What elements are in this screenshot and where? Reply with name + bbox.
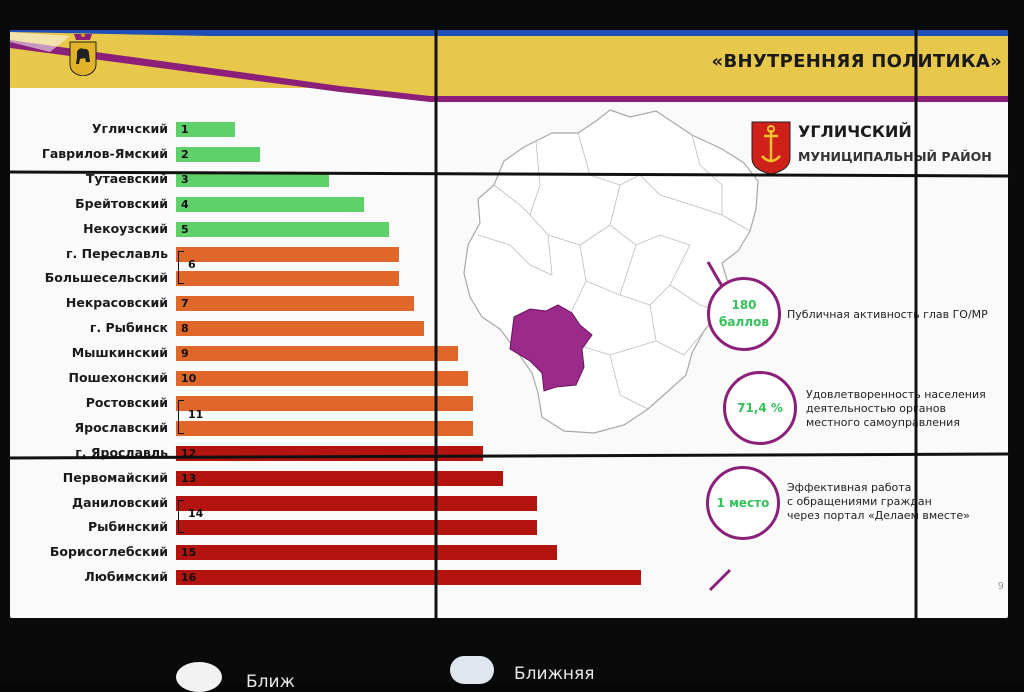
ranking-bar <box>176 321 424 337</box>
group-brace <box>178 250 184 285</box>
rank-label: 12 <box>181 446 197 460</box>
ranking-bar <box>176 296 414 312</box>
group-brace <box>178 399 184 434</box>
district-label: Любимский <box>84 569 168 585</box>
ranking-bar <box>176 545 557 561</box>
bottom-caption-right: Ближняя <box>514 664 595 684</box>
kpi-appeals-value: 1 место <box>716 495 770 510</box>
kpi-circle-satisfaction: 71,4 % <box>723 371 797 445</box>
kpi-satisfaction-line: Удовлетворенность населения <box>806 388 986 401</box>
group-rank-label: 6 <box>188 258 196 272</box>
ranking-bar <box>176 395 473 411</box>
bottom-logo-right <box>450 656 494 684</box>
uglich-coat-of-arms-icon <box>751 121 791 174</box>
ranking-bar <box>176 171 329 187</box>
district-label: Гаврилов-Ямский <box>41 145 168 161</box>
kpi-appeals-line: с обращениями граждан <box>787 495 932 508</box>
district-name: УГЛИЧСКИЙ <box>798 122 912 141</box>
kpi-activity-description: Публичная активность глав ГО/МР <box>787 308 988 322</box>
ranking-bar <box>176 221 389 237</box>
page-number: 9 <box>997 581 1004 592</box>
ranking-bar <box>176 122 235 137</box>
kpi-activity-line: Публичная активность глав ГО/МР <box>787 308 988 321</box>
group-brace <box>178 499 184 534</box>
district-label: Борисоглебский <box>49 544 168 560</box>
kpi-satisfaction-line: местного самоуправления <box>806 416 960 429</box>
ranking-bar <box>176 346 458 362</box>
group-rank-label: 14 <box>188 507 204 521</box>
district-label: Рыбинский <box>88 519 168 535</box>
district-subtitle: МУНИЦИПАЛЬНЫЙ РАЙОН <box>798 149 992 164</box>
ranking-bar <box>176 271 399 287</box>
ranking-bar <box>176 495 537 511</box>
bottom-caption-left: Ближ <box>246 672 295 692</box>
ranking-bar <box>176 146 260 162</box>
district-label: г. Рыбинск <box>89 320 168 336</box>
district-label: Пошехонский <box>68 370 169 385</box>
district-label: Первомайский <box>62 469 168 485</box>
ranking-bar <box>176 445 483 461</box>
ranking-bar <box>176 520 537 536</box>
rank-label: 1 <box>181 123 189 136</box>
district-label: Тутаевский <box>85 170 168 186</box>
header-stripe <box>10 30 1008 102</box>
kpi-activity-unit: баллов <box>719 315 769 329</box>
group-rank-label: 11 <box>188 407 204 421</box>
region-map <box>463 109 759 434</box>
district-label: Большесельский <box>44 270 168 286</box>
district-label: Некоузский <box>83 220 168 236</box>
ranking-bar <box>176 196 364 212</box>
rank-label: 9 <box>181 347 189 361</box>
rank-label: 7 <box>181 297 189 311</box>
rank-label: 5 <box>181 222 189 236</box>
kpi-appeals-line: через портал «Делаем вместе» <box>787 509 970 522</box>
district-label: Угличский <box>91 121 168 136</box>
presentation-slide: «ВНУТРЕННЯЯ ПОЛИТИКА» Угличский 1 Гаврилов… <box>10 30 1008 618</box>
kpi-circle-activity: 180 баллов <box>707 277 781 351</box>
ranking-bar <box>176 570 641 586</box>
kpi-satisfaction-line: деятельностью органов <box>806 402 946 415</box>
district-label: Мышкинский <box>71 345 168 361</box>
rank-label: 3 <box>181 172 189 186</box>
district-label: Даниловский <box>71 494 168 510</box>
bottom-logo-left <box>176 662 222 692</box>
kpi-appeals-line: Эффективная работа <box>787 481 912 494</box>
ranking-bar <box>176 371 468 386</box>
kpi-appeals-description: Эффективная работа с обращениями граждан… <box>787 481 970 523</box>
district-label: г. Ярославль <box>75 444 168 460</box>
district-label: Брейтовский <box>75 195 168 211</box>
uglich-district-highlight <box>509 304 593 392</box>
ranking-bar <box>176 246 399 262</box>
district-label: Ярославский <box>74 419 168 435</box>
kpi-satisfaction-value: 71,4 % <box>737 400 783 415</box>
kpi-activity-value: 180 <box>731 298 757 312</box>
rank-label: 15 <box>181 546 197 560</box>
yaroslavl-coat-of-arms-icon <box>69 33 97 76</box>
district-label: Ростовский <box>85 394 168 410</box>
district-label: Некрасовский <box>65 295 168 311</box>
rank-label: 8 <box>181 322 189 336</box>
rank-label: 10 <box>181 372 197 385</box>
ranking-bar <box>176 470 503 486</box>
rank-label: 13 <box>181 471 197 485</box>
kpi-circle-appeals: 1 место <box>706 466 780 540</box>
rank-label: 16 <box>181 571 197 585</box>
slide-title: «ВНУТРЕННЯЯ ПОЛИТИКА» <box>711 51 1002 72</box>
rank-label: 4 <box>181 197 189 211</box>
kpi-satisfaction-description: Удовлетворенность населения деятельность… <box>806 388 986 430</box>
ranking-bar <box>176 420 473 436</box>
rank-label: 2 <box>181 147 189 161</box>
district-label: г. Переславль <box>66 245 168 261</box>
